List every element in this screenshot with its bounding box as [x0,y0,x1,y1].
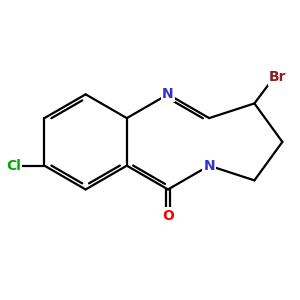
Text: Br: Br [269,70,286,84]
Text: O: O [162,208,174,223]
Text: Cl: Cl [6,159,21,173]
Text: N: N [162,87,174,101]
Text: N: N [203,159,215,173]
